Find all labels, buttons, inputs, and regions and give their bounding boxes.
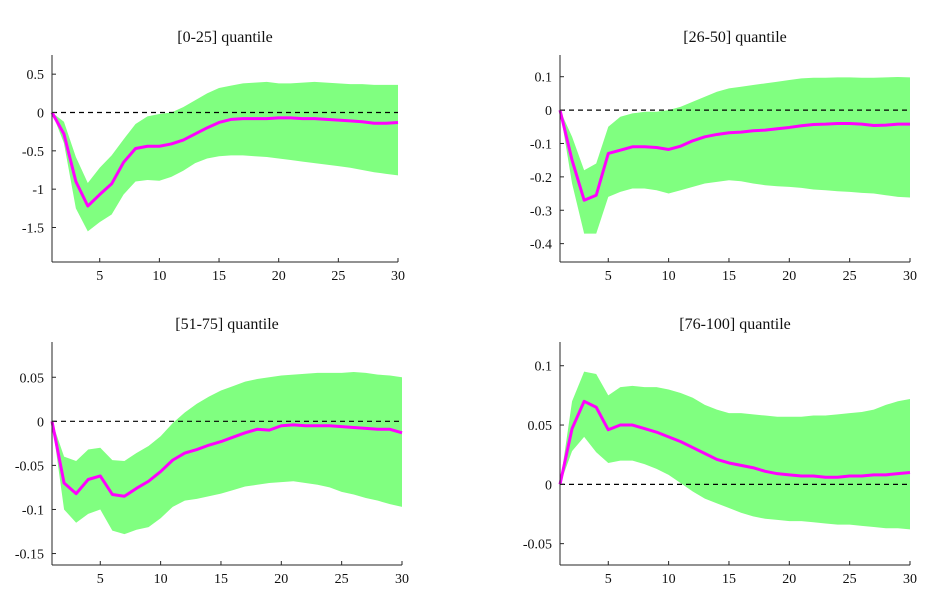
y-tick-label: 0.1 xyxy=(535,71,553,86)
x-tick-label: 10 xyxy=(662,269,676,284)
confidence-band xyxy=(52,371,402,535)
x-tick-label: 15 xyxy=(212,269,226,284)
y-tick-label: 0.5 xyxy=(27,68,45,83)
chart-panel-q76-100: 5 10 15 20 25 30 0.1 0.05 0 -0.05 [76-100] quantil… xyxy=(523,316,917,587)
x-tick-label: 20 xyxy=(782,269,796,284)
x-tick-label: 25 xyxy=(843,269,857,284)
x-tick-label: 5 xyxy=(97,572,104,587)
x-tick-label: 20 xyxy=(782,572,796,587)
y-tick-label: 0.1 xyxy=(535,360,553,375)
x-tick-label: 10 xyxy=(154,572,168,587)
y-tick-label: -0.2 xyxy=(530,171,552,186)
x-tick-label: 30 xyxy=(903,572,917,587)
median-response-line xyxy=(50,421,403,498)
x-tick-label: 30 xyxy=(903,269,917,284)
x-tick-label: 10 xyxy=(152,269,166,284)
y-tick-label: -0.4 xyxy=(530,238,552,253)
y-tick-label: -0.1 xyxy=(530,137,552,152)
x-tick-label: 5 xyxy=(605,269,612,284)
y-tick-label: -1 xyxy=(32,183,44,198)
x-tick-label: 15 xyxy=(722,269,736,284)
chart-title: [26-50] quantile xyxy=(683,29,787,46)
chart-title: [76-100] quantile xyxy=(679,316,791,333)
x-tick-label: 30 xyxy=(391,269,405,284)
x-tick-label: 15 xyxy=(214,572,228,587)
y-tick-label: 0 xyxy=(545,104,552,119)
chart-panel-q0-25: 5 10 15 20 25 30 0.5 0 -0.5 -1 -1.5 [0-25] quantile xyxy=(22,29,405,284)
y-tick-label: -1.5 xyxy=(22,222,44,237)
confidence-band xyxy=(560,77,910,234)
x-tick-label: 25 xyxy=(331,269,345,284)
chart-panel-q51-75: 5 10 15 20 25 30 0.05 0 -0.05 -0.1 -0.15 [51-75] qu… xyxy=(15,316,409,587)
y-tick-label: -0.05 xyxy=(15,459,44,474)
y-tick-label: -0.05 xyxy=(523,538,552,553)
y-tick-label: -0.15 xyxy=(15,548,44,563)
y-tick-label: -0.3 xyxy=(530,204,552,219)
x-tick-label: 30 xyxy=(395,572,409,587)
y-tick-label: 0 xyxy=(37,107,44,122)
x-tick-label: 20 xyxy=(272,269,286,284)
median-response-line xyxy=(50,111,399,208)
x-tick-label: 5 xyxy=(96,269,103,284)
y-tick-label: -0.5 xyxy=(22,145,44,160)
y-tick-label: 0 xyxy=(545,478,552,493)
confidence-band xyxy=(52,81,398,232)
median-response-line xyxy=(558,399,911,485)
y-tick-label: -0.1 xyxy=(22,503,44,518)
chart-title: [0-25] quantile xyxy=(177,29,273,46)
x-tick-label: 20 xyxy=(274,572,288,587)
confidence-band xyxy=(560,371,910,530)
y-tick-label: 0 xyxy=(37,415,44,430)
chart-panel-q26-50: 5 10 15 20 25 30 0.1 0 -0.1 -0.2 -0.3 -0.4 [26-50] q… xyxy=(530,29,917,284)
x-tick-label: 25 xyxy=(335,572,349,587)
median-response-line xyxy=(558,109,910,202)
y-tick-label: 0.05 xyxy=(20,371,45,386)
x-tick-label: 25 xyxy=(843,572,857,587)
chart-title: [51-75] quantile xyxy=(175,316,279,333)
x-tick-label: 5 xyxy=(605,572,612,587)
x-tick-label: 15 xyxy=(722,572,736,587)
x-tick-label: 10 xyxy=(662,572,676,587)
y-tick-label: 0.05 xyxy=(528,419,553,434)
